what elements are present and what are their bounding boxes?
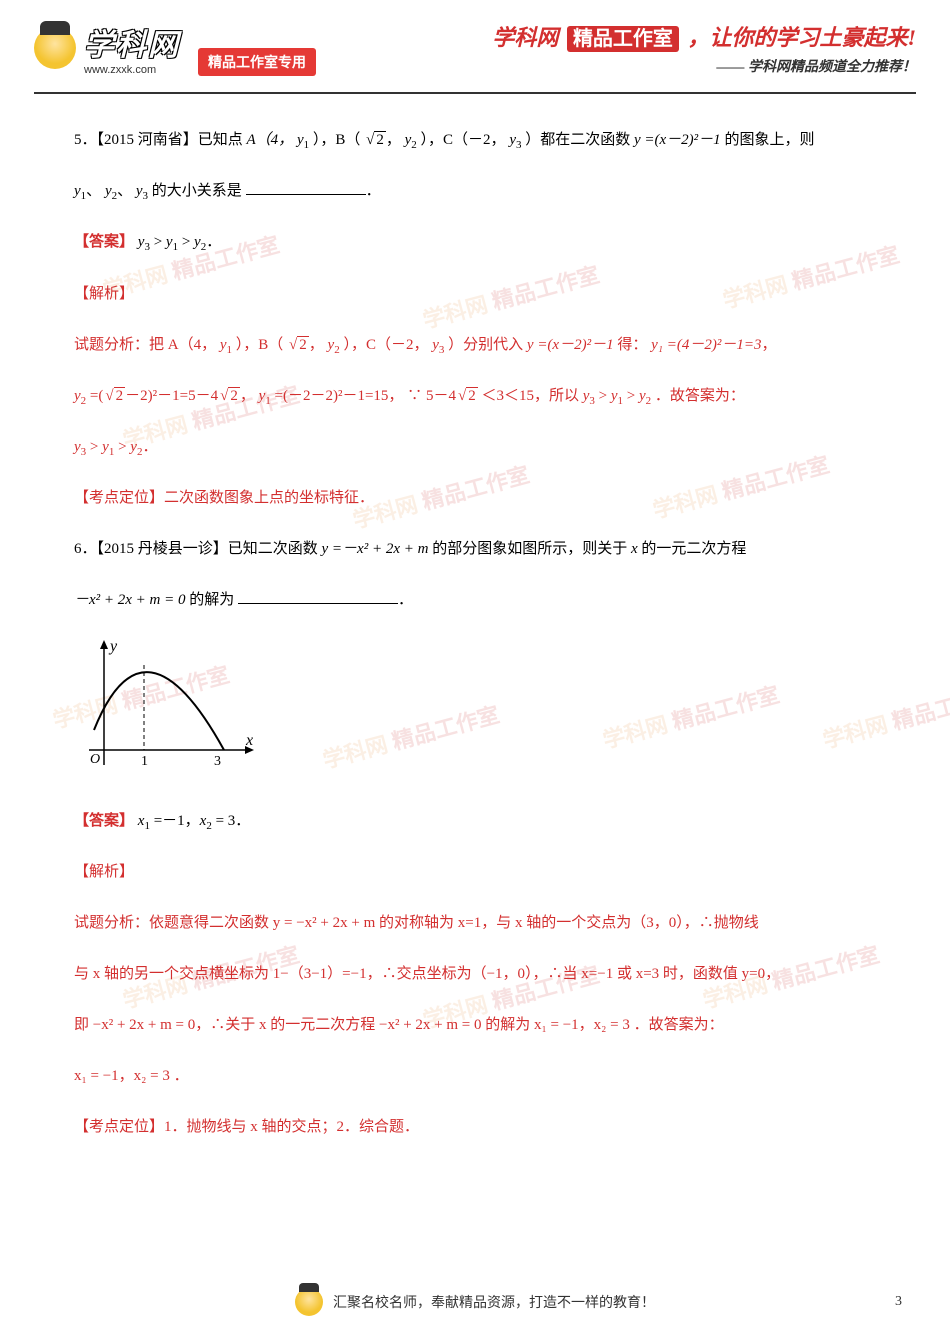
- slogan-b: ，让你的学习土豪起来!: [687, 25, 916, 50]
- q6-analysis-3: 即 −x² + 2x + m = 0，∴关于 x 的一元二次方程 −x² + 2…: [74, 1009, 876, 1042]
- workshop-badge: 精品工作室专用: [198, 48, 316, 76]
- q6-equation: －x² + 2x + m = 0: [74, 592, 186, 608]
- footer-mascot-icon: [295, 1288, 323, 1316]
- q5-a1c: ），C（－2，: [343, 337, 428, 353]
- slogan-sub: —— 学科网精品频道全力推荐！: [492, 56, 916, 76]
- x3-tick: 3: [214, 754, 221, 769]
- q5-rel-text: 的大小关系是: [152, 183, 242, 199]
- q6-func: y =－x² + 2x + m: [322, 541, 429, 557]
- answer-label-2: 【答案】: [74, 813, 134, 829]
- page-footer: 汇聚名校名师，奉献精品资源，打造不一样的教育！ 3: [0, 1288, 950, 1316]
- q6-analysis-2: 与 x 轴的另一个交点横坐标为 1−（3−1）=−1，∴交点坐标为（−1，0），…: [74, 958, 876, 991]
- q5-analysis-1: 试题分析：把 A（4， y1 ），B（ 2， y2 ），C（－2， y3 ）分别…: [74, 329, 876, 362]
- q5-a1d: ）分别代入: [448, 337, 523, 353]
- q5-analysis-label: 【解析】: [74, 278, 876, 311]
- logo-area: 学科网 www.zxxk.com 精品工作室专用: [34, 20, 316, 76]
- y-axis-label: y: [108, 638, 118, 655]
- q6-eq-end: 的解为: [189, 592, 234, 608]
- q5-compare2: ＜3＜15，所以: [481, 388, 579, 404]
- q5-so: ．故答案为：: [655, 388, 745, 404]
- page-number: 3: [895, 1294, 902, 1310]
- q6-eq: －x² + 2x + m = 0 的解为 ．: [74, 584, 876, 617]
- q6-analysis-label: 【解析】: [74, 856, 876, 889]
- q5-pt-b: ），B（: [313, 132, 361, 148]
- q5-stem: 5．【2015 河南省】已知点 A（4， y1 ），B（ 2， y2 ），C（－…: [74, 124, 876, 157]
- q5-relation: y1、 y2、 y3 的大小关系是 ．: [74, 175, 876, 208]
- slogan-a: 学科网: [492, 25, 558, 50]
- fill-blank: [246, 180, 366, 195]
- q6-answer: 【答案】 x1 =－1，x2 = 3．: [74, 805, 876, 838]
- logo-title: 学科网: [84, 20, 180, 64]
- q5-pt-a: A（4，: [247, 132, 294, 148]
- x1-tick: 1: [141, 754, 148, 769]
- x-axis-label: x: [245, 732, 253, 749]
- q5-a1e: 得：: [617, 337, 647, 353]
- q5-final: y3 > y1 > y2．: [74, 431, 876, 464]
- q6-stem: 6．【2015 丹棱县一诊】已知二次函数 y =－x² + 2x + m 的部分…: [74, 533, 876, 566]
- answer-label: 【答案】: [74, 234, 134, 250]
- q6-x: x: [631, 541, 638, 557]
- q6-analysis-1: 试题分析：依题意得二次函数 y = −x² + 2x + m 的对称轴为 x=1…: [74, 907, 876, 940]
- q5-a1a: 试题分析：把 A（4，: [74, 337, 216, 353]
- content-area: 5．【2015 河南省】已知点 A（4， y1 ），B（ 2， y2 ），C（－…: [0, 94, 950, 1144]
- slogan-box: 精品工作室: [567, 26, 679, 52]
- q5-because: ∵: [407, 388, 422, 404]
- slogan: 学科网 精品工作室 ，让你的学习土豪起来!: [492, 20, 916, 52]
- q5-analysis-2: y2 =(2－2)²－1=5－42， y1 =(－2－2)²－1=15， ∵ 5…: [74, 380, 876, 413]
- q5-label: 5．【2015 河南省】已知点: [74, 132, 243, 148]
- logo-text: 学科网 www.zxxk.com: [84, 20, 180, 76]
- footer-text: 汇聚名校名师，奉献精品资源，打造不一样的教育！: [333, 1292, 655, 1312]
- q5-pt-end: ）都在二次函数: [525, 132, 630, 148]
- origin-label: O: [90, 752, 100, 767]
- page-header: 学科网 www.zxxk.com 精品工作室专用 学科网 精品工作室 ，让你的学…: [0, 0, 950, 86]
- q5-func-end: 的图象上，则: [724, 132, 814, 148]
- q6-end: 的一元二次方程: [641, 541, 746, 557]
- q6-mid: 的部分图象如图所示，则关于: [432, 541, 627, 557]
- q5-calc-y1: y₁ =(4－2)²－1=3: [651, 337, 761, 353]
- fill-blank-2: [238, 589, 398, 604]
- q5-topic: 【考点定位】二次函数图象上点的坐标特征．: [74, 482, 876, 515]
- q6-analysis-4: x₁ = −1，x₂ = 3 ．: [74, 1060, 876, 1093]
- logo-mascot-icon: [34, 27, 76, 69]
- q6-label: 6．【2015 丹棱县一诊】已知二次函数: [74, 541, 318, 557]
- q5-func: y =(x－2)²－1: [634, 132, 721, 148]
- q5-answer: 【答案】 y3 > y1 > y2．: [74, 226, 876, 259]
- parabola-graph: O 1 3 y x: [74, 635, 876, 785]
- q5-pt-c: ），C（－2，: [421, 132, 506, 148]
- q6-topic: 【考点定位】1．抛物线与 x 轴的交点；2．综合题．: [74, 1111, 876, 1144]
- logo-url: www.zxxk.com: [84, 64, 180, 76]
- q5-a1b: ），B（: [236, 337, 284, 353]
- header-right: 学科网 精品工作室 ，让你的学习土豪起来! —— 学科网精品频道全力推荐！: [492, 20, 916, 76]
